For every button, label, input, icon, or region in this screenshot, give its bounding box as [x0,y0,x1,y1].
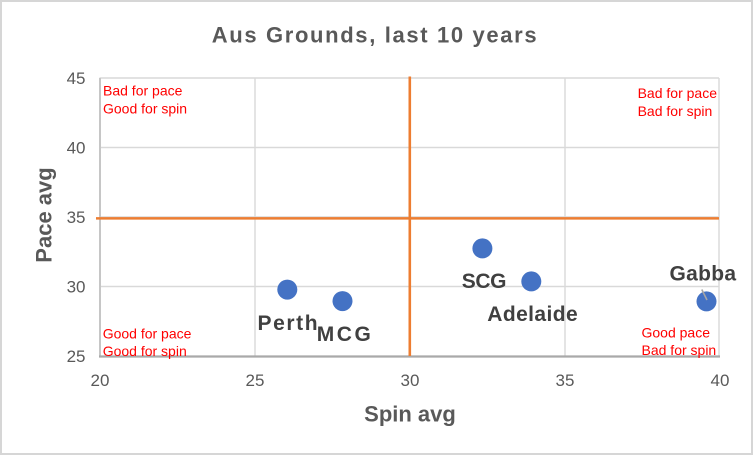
svg-text:Pace avg: Pace avg [32,167,57,262]
svg-text:Gabba: Gabba [670,263,737,286]
svg-text:40: 40 [711,371,730,390]
svg-text:30: 30 [401,371,420,390]
svg-text:35: 35 [67,208,86,227]
svg-text:20: 20 [91,371,110,390]
svg-text:Bad for spin: Bad for spin [638,103,713,119]
svg-text:Perth: Perth [258,312,320,335]
svg-text:25: 25 [67,347,86,366]
svg-text:Bad for pace: Bad for pace [638,85,718,101]
svg-text:Spin avg: Spin avg [364,401,456,426]
svg-text:25: 25 [246,371,265,390]
svg-text:Bad for pace: Bad for pace [103,82,183,98]
svg-text:45: 45 [67,69,86,88]
svg-text:30: 30 [67,278,86,297]
svg-text:35: 35 [556,371,575,390]
svg-text:Good for spin: Good for spin [103,100,187,116]
svg-text:SCG: SCG [462,270,506,293]
svg-text:MCG: MCG [317,323,374,346]
svg-text:Aus Grounds, last 10 years: Aus Grounds, last 10 years [212,22,539,47]
svg-text:Good for spin: Good for spin [103,343,187,359]
svg-text:40: 40 [67,139,86,158]
svg-text:Bad for spin: Bad for spin [642,342,717,358]
svg-text:Good for pace: Good for pace [103,326,192,342]
svg-text:Adelaide: Adelaide [487,303,578,326]
svg-text:Good pace: Good pace [642,324,711,340]
